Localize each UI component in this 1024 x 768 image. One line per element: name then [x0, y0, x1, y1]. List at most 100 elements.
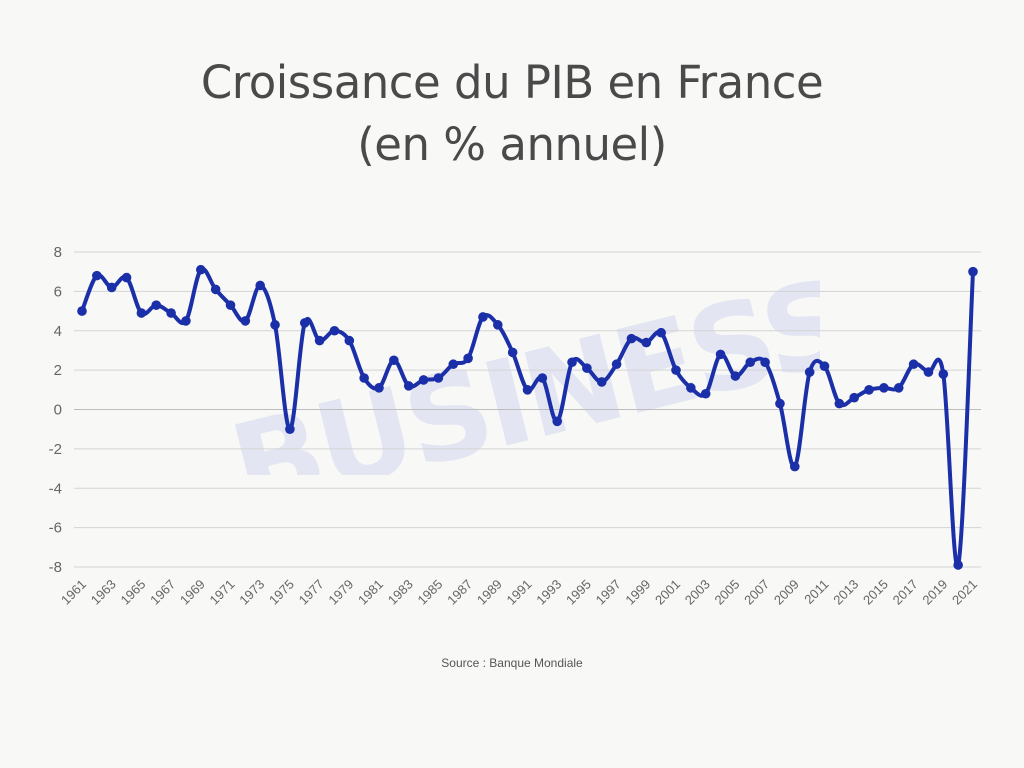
- x-tick-label: 2011: [801, 577, 831, 607]
- data-point: [656, 327, 666, 338]
- data-point: [344, 335, 355, 346]
- x-tick-label: 1997: [593, 577, 624, 608]
- data-point: [893, 383, 904, 393]
- data-point: [760, 357, 770, 368]
- x-tick-label: 2021: [949, 577, 980, 608]
- x-tick-label: 2001: [652, 577, 683, 608]
- x-tick-label: 1979: [325, 577, 356, 608]
- data-point: [953, 560, 963, 570]
- y-tick-label: 6: [54, 283, 62, 300]
- data-point: [433, 373, 444, 383]
- x-axis: 1961196319651967196919711973197519771979…: [58, 577, 980, 608]
- data-point: [730, 371, 741, 381]
- x-tick-label: 1993: [533, 577, 564, 608]
- data-point: [908, 359, 919, 370]
- data-point: [700, 388, 711, 399]
- y-tick-label: 8: [54, 244, 62, 261]
- data-point: [478, 312, 488, 322]
- x-tick-label: 1991: [504, 577, 535, 608]
- y-tick-label: -2: [49, 441, 62, 458]
- data-point: [92, 270, 102, 281]
- y-tick-label: -6: [49, 520, 62, 537]
- y-axis: 8 6 4 2 0 -2 -4 -6 -8: [49, 244, 62, 576]
- data-point: [106, 282, 117, 293]
- data-point: [567, 357, 577, 368]
- data-point: [686, 383, 696, 393]
- data-point: [136, 308, 147, 318]
- data-point: [849, 392, 859, 403]
- chart-title-line2: (en % annuel): [357, 118, 667, 171]
- data-point: [166, 308, 176, 318]
- data-point: [879, 383, 889, 393]
- data-point: [819, 361, 830, 371]
- x-tick-label: 1977: [296, 577, 327, 608]
- data-point: [522, 385, 533, 395]
- data-point: [790, 461, 800, 472]
- data-point: [493, 320, 503, 330]
- data-point: [641, 337, 652, 348]
- x-tick-label: 1983: [385, 577, 416, 608]
- data-point: [448, 359, 459, 370]
- data-point: [270, 320, 280, 330]
- x-tick-label: 1981: [355, 577, 386, 608]
- y-tick-label: -8: [49, 559, 62, 576]
- x-tick-label: 1995: [563, 577, 594, 608]
- x-tick-label: 2009: [771, 577, 802, 608]
- data-point: [181, 316, 191, 326]
- x-tick-label: 1963: [88, 577, 119, 608]
- x-tick-label: 1999: [622, 577, 653, 608]
- data-point: [389, 355, 399, 366]
- data-point: [552, 416, 562, 427]
- data-point: [834, 398, 845, 409]
- x-tick-label: 1985: [414, 577, 445, 608]
- data-point: [121, 272, 132, 283]
- data-point: [240, 316, 251, 326]
- data-point: [374, 383, 384, 393]
- x-tick-label: 2003: [682, 577, 713, 608]
- data-point: [359, 373, 369, 383]
- source-note: Source : Banque Mondiale: [441, 656, 583, 670]
- x-tick-label: 1971: [207, 577, 238, 608]
- x-tick-label: 2019: [919, 577, 950, 608]
- x-tick-label: 1965: [117, 577, 148, 608]
- data-point: [403, 381, 414, 391]
- series-gdp-growth: [77, 264, 978, 570]
- data-point: [77, 306, 87, 316]
- data-point: [596, 377, 607, 387]
- x-tick-label: 2015: [860, 577, 891, 608]
- data-point: [626, 333, 637, 344]
- data-point: [938, 369, 949, 379]
- data-point: [745, 357, 756, 368]
- chart-title-line1: Croissance du PIB en France: [200, 56, 824, 109]
- data-point: [507, 347, 518, 358]
- data-point: [864, 385, 874, 395]
- x-tick-label: 1961: [58, 577, 89, 608]
- x-tick-label: 1987: [444, 577, 475, 608]
- data-point: [255, 280, 265, 291]
- data-point: [329, 325, 340, 336]
- series-line: [80, 266, 975, 569]
- data-point: [418, 375, 429, 385]
- y-tick-label: -4: [49, 480, 62, 497]
- x-tick-label: 2005: [711, 577, 742, 608]
- x-tick-label: 2013: [830, 577, 861, 608]
- x-tick-label: 1973: [236, 577, 267, 608]
- x-tick-label: 1975: [266, 577, 297, 608]
- data-point: [923, 367, 934, 377]
- data-point: [314, 335, 325, 346]
- data-point: [804, 367, 815, 377]
- grid-lines: [74, 251, 981, 568]
- data-point: [225, 300, 236, 310]
- data-point: [285, 424, 295, 434]
- data-point: [582, 363, 592, 373]
- x-tick-label: 1969: [177, 577, 208, 608]
- y-tick-label: 0: [54, 402, 62, 419]
- data-point: [196, 264, 206, 275]
- x-tick-label: 2017: [890, 577, 921, 608]
- chart-title: Croissance du PIB en France (en % annuel…: [0, 52, 1024, 176]
- x-tick-label: 1967: [147, 577, 178, 608]
- data-point: [671, 365, 681, 375]
- x-tick-label: 2007: [741, 577, 772, 608]
- data-point: [299, 318, 310, 328]
- data-point: [775, 398, 785, 409]
